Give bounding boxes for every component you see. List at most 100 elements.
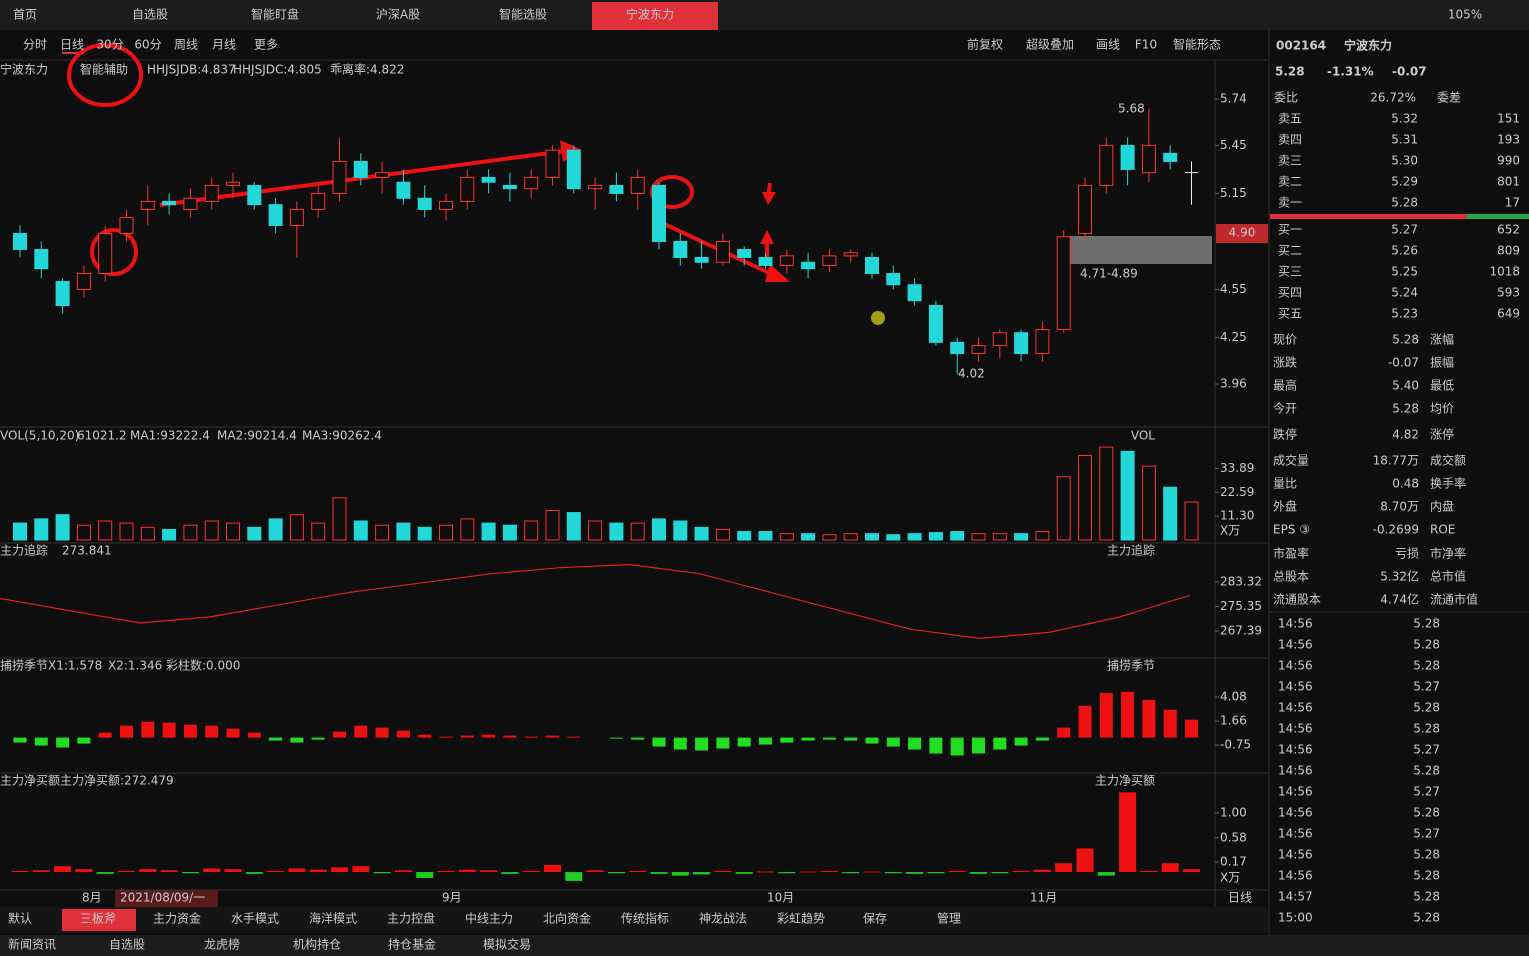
candle-body [396, 181, 411, 199]
volume-bar [396, 522, 411, 541]
volume-bar [588, 520, 603, 541]
footer-tab[interactable]: 龙虎榜 [204, 937, 240, 952]
period[interactable]: 60分 [134, 38, 161, 52]
volume-bar [140, 526, 155, 541]
netbuy-bar [671, 872, 689, 876]
footer-tab[interactable]: 机构持仓 [293, 937, 341, 952]
candle-body [524, 176, 539, 190]
tab[interactable]: 自选股 [132, 8, 168, 22]
indicator-tab[interactable]: 彩虹趋势 [777, 912, 825, 926]
indicator-tab[interactable]: 主力资金 [153, 911, 201, 926]
period[interactable]: 周线 [174, 38, 198, 52]
volume-bar [289, 514, 304, 541]
volume-bar [1078, 455, 1092, 541]
season-bar [950, 737, 964, 756]
season-bar [524, 736, 538, 738]
volume-bar [907, 533, 922, 541]
indicator-tab[interactable]: 水手模式 [231, 912, 279, 926]
volume-bar [204, 520, 219, 541]
period[interactable]: 30分 [96, 38, 123, 52]
indicator-tab[interactable]: 三板斧 [80, 912, 116, 926]
indicator-tab[interactable]: 传统指标 [621, 911, 669, 926]
candle-body [1035, 329, 1050, 355]
indicator-tab[interactable]: 保存 [863, 912, 887, 926]
netbuy-bar [139, 869, 157, 873]
annotation-arrowheads [560, 140, 790, 282]
stock-name: 宁波东力 [1344, 38, 1392, 53]
candle-body [1163, 152, 1178, 162]
candle-body [1099, 144, 1114, 186]
netbuy-bar [906, 872, 924, 874]
indicator-bar [0, 907, 1268, 933]
tool[interactable]: 前复权 [967, 37, 1003, 52]
tab[interactable]: 智能盯盘 [251, 7, 299, 22]
indicator-tab[interactable]: 管理 [937, 911, 961, 926]
candle-body [609, 184, 624, 194]
season-bar [375, 727, 389, 738]
volume-bar [375, 524, 390, 541]
tick-time: 14:56 [1278, 764, 1313, 778]
footer-tab[interactable]: 持仓基金 [388, 937, 436, 952]
y-tick-label: 3.96 [1220, 376, 1247, 390]
volume-bar [928, 532, 943, 541]
season-bar [354, 725, 368, 738]
unit: X万 [1220, 871, 1240, 885]
indicator-tab[interactable]: 主力控盘 [387, 911, 435, 926]
y-tick-label: 5.15 [1220, 186, 1247, 200]
active-tab[interactable] [592, 2, 718, 30]
indicator-tab[interactable]: 神龙战法 [699, 912, 747, 926]
season-bar [737, 737, 751, 747]
volume-bar [566, 512, 581, 541]
indicator-tab[interactable]: 默认 [8, 911, 32, 926]
tab[interactable]: 智能选股 [499, 7, 547, 22]
tab-bar [0, 0, 1529, 30]
tick-price: 5.28 [1413, 890, 1440, 904]
stat-value: -0.2699 [1373, 523, 1419, 537]
indicator-tab[interactable]: 中线主力 [465, 911, 513, 926]
netbuy-bar [607, 872, 625, 874]
tab[interactable]: 首页 [13, 8, 37, 22]
footer-tab[interactable]: 自选股 [109, 938, 145, 952]
season-bar [1078, 705, 1092, 738]
volume-bar [502, 524, 517, 541]
indicator-tab[interactable]: 北向资金 [543, 911, 591, 926]
period[interactable]: 分时 [23, 38, 47, 52]
tick-time: 14:56 [1278, 701, 1313, 715]
candle-body [98, 232, 113, 275]
tool[interactable]: F10 [1135, 38, 1157, 52]
tool[interactable]: 超级叠加 [1026, 37, 1074, 52]
tab[interactable]: 宁波东力 [626, 7, 674, 22]
x-axis-label: 日线 [1228, 891, 1252, 905]
volume-bar [1184, 501, 1199, 541]
tab[interactable]: 沪深A股 [376, 8, 420, 22]
tool[interactable]: 画线 [1096, 38, 1120, 52]
tick-price: 5.27 [1413, 827, 1440, 841]
tick-price: 5.27 [1413, 743, 1440, 757]
footer-tab[interactable]: 模拟交易 [483, 937, 531, 952]
netbuy-bar [991, 872, 1009, 874]
season-bar [34, 737, 48, 746]
book-label: 买二 [1278, 244, 1302, 258]
indicator-tab[interactable]: 海洋模式 [309, 911, 357, 926]
footer-tab[interactable]: 新闻资讯 [8, 937, 56, 952]
netbuy-bar [735, 872, 753, 874]
candle-body [162, 200, 177, 206]
period[interactable]: 更多 [254, 38, 278, 52]
volume-bar [865, 533, 879, 541]
season-bar [609, 737, 623, 739]
period[interactable]: 月线 [212, 38, 236, 52]
stat-label: 总市值 [1430, 569, 1466, 584]
tick-time: 14:56 [1278, 806, 1313, 820]
candle-body [822, 255, 837, 266]
candle-body [928, 305, 943, 343]
season-bar [183, 724, 197, 738]
tool[interactable]: 智能形态 [1173, 37, 1221, 52]
volume-bar [971, 533, 986, 541]
season-bar [503, 735, 517, 738]
period[interactable]: 日线 [60, 38, 84, 52]
stat-label: 总股本 [1273, 570, 1309, 584]
season-bar [1099, 692, 1113, 738]
season-bar [1014, 737, 1028, 746]
netbuy-bar [1055, 863, 1073, 873]
active-indicator-tab[interactable] [62, 909, 136, 931]
